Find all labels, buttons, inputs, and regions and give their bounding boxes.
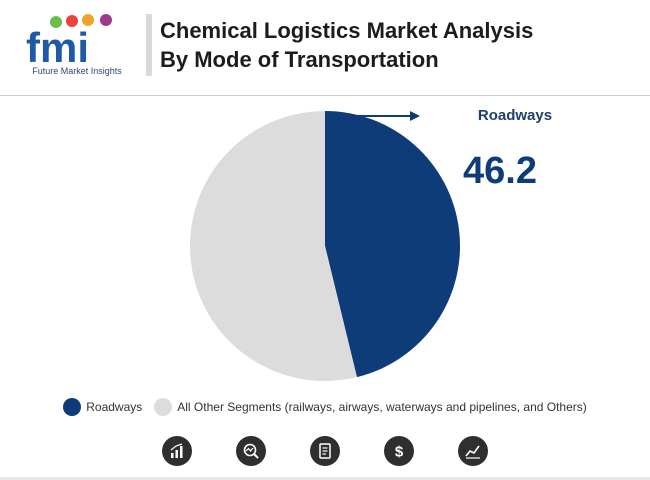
bar-chart-icon	[162, 436, 192, 466]
header-divider	[146, 14, 152, 76]
svg-text:$: $	[395, 444, 404, 461]
legend-item-other: All Other Segments (railways, airways, w…	[154, 398, 587, 416]
document-icon	[310, 436, 340, 466]
dollar-icon: $	[384, 436, 414, 466]
magnifier-chart-icon	[236, 436, 266, 466]
legend-swatch-roadways	[63, 398, 82, 416]
logo-dot-green	[50, 16, 62, 28]
legend-label-other: All Other Segments (railways, airways, w…	[177, 400, 587, 414]
fmi-logo: fmi Future Market Insights	[22, 12, 132, 78]
pie-chart	[189, 111, 460, 382]
footer-rule	[0, 477, 650, 480]
fmi-logo-mark: fmi	[26, 14, 112, 71]
logo-dot-orange	[82, 14, 94, 26]
line-chart-icon	[458, 436, 488, 466]
legend-label-roadways: Roadways	[86, 400, 143, 414]
callout-arrow-head	[410, 111, 420, 121]
icon-row: $	[0, 436, 650, 470]
header-rule	[0, 95, 650, 96]
page-title: Chemical Logistics Market Analysis By Mo…	[160, 16, 640, 74]
header: fmi Future Market Insights Chemical Logi…	[0, 0, 650, 95]
title-line-2: By Mode of Transportation	[160, 47, 439, 72]
legend-item-roadways: Roadways	[63, 398, 142, 416]
callout-label: Roadways	[477, 107, 553, 124]
logo-dot-red	[66, 15, 78, 27]
logo-caption: Future Market Insights	[32, 66, 122, 76]
callout-value: 46.2	[463, 150, 537, 192]
pie-slice-other	[189, 111, 357, 382]
title-line-1: Chemical Logistics Market Analysis	[160, 18, 534, 43]
logo-letters: fmi	[26, 24, 89, 68]
logo-dot-purple	[100, 14, 112, 26]
legend-swatch-other	[154, 398, 173, 416]
pie-slice-roadways	[325, 111, 460, 378]
legend: Roadways All Other Segments (railways, a…	[0, 396, 650, 418]
